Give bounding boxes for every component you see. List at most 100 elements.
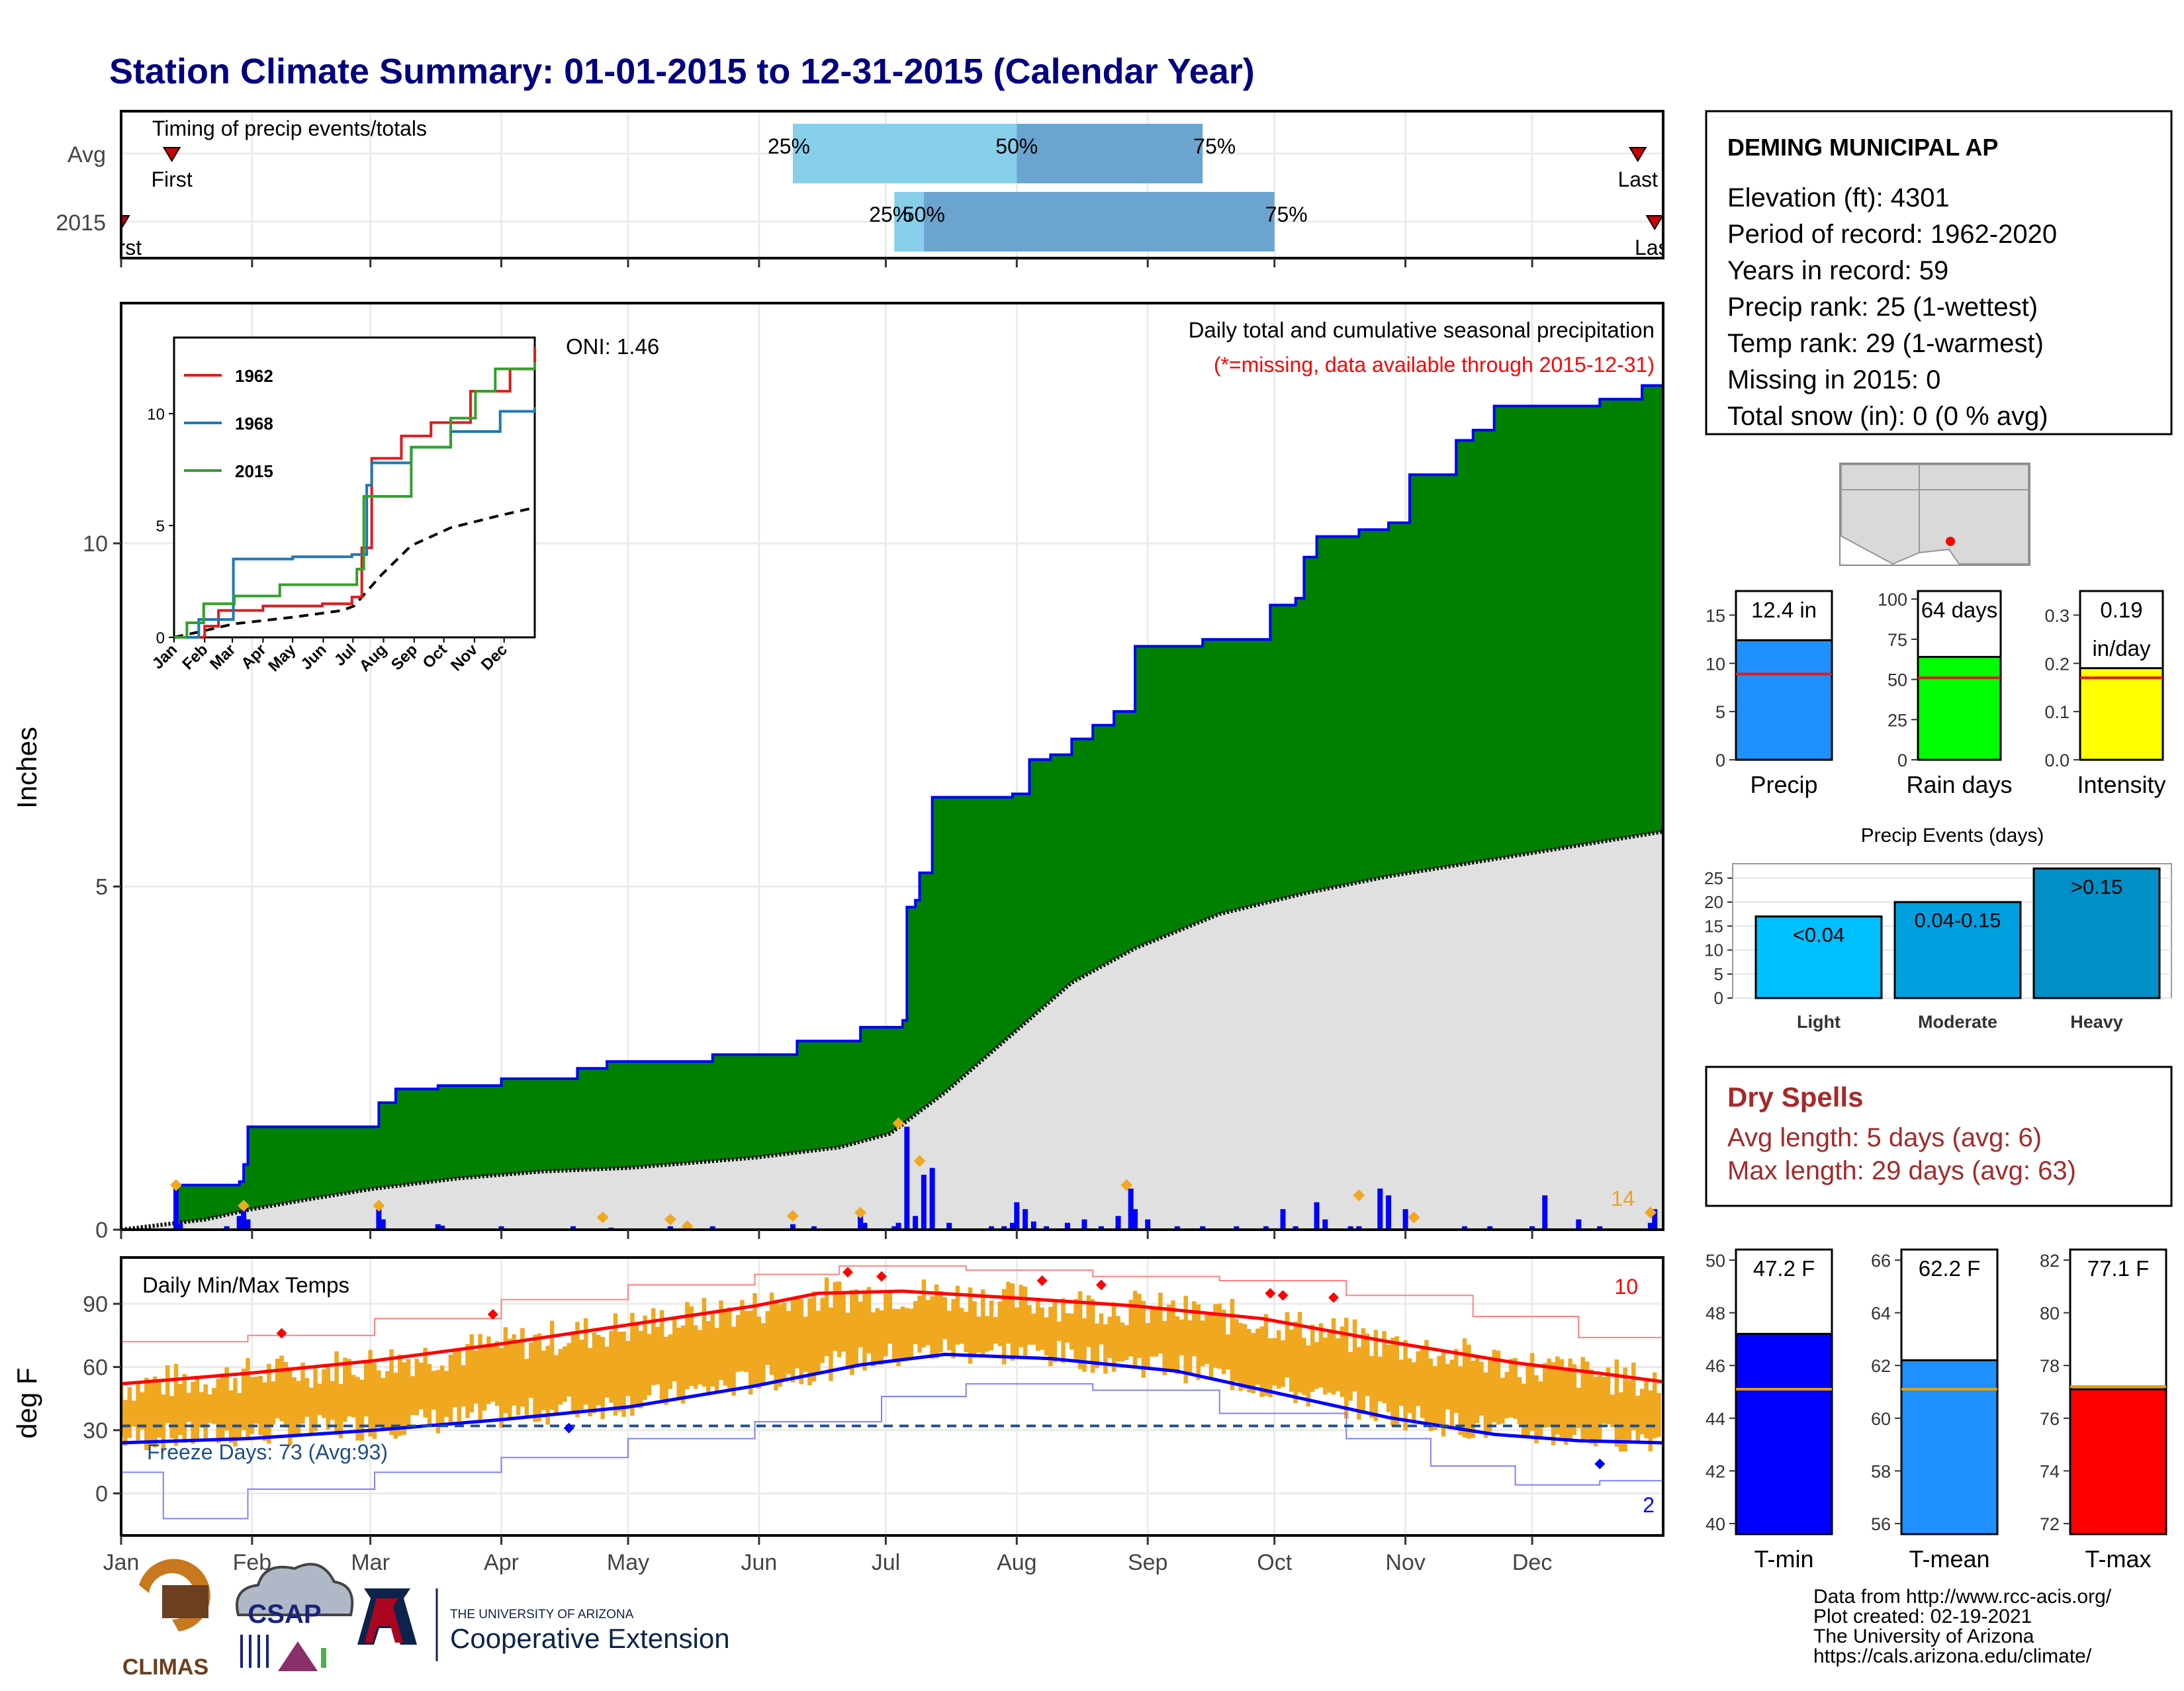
daily-temp-range-bars: [121, 1277, 1661, 1452]
events-bar-label-moderate: 0.04-0.15: [1915, 909, 2001, 932]
summary-t-max-y-tick-label: 76: [2040, 1409, 2060, 1429]
summary-t-mean-category-label: T-mean: [1909, 1545, 1989, 1573]
summary-t-mean-y-tick-label: 60: [1871, 1409, 1891, 1429]
daily-precip-bar: [913, 1216, 919, 1230]
record-min-line: [121, 1383, 1663, 1520]
climas-logo: CLIMAS: [122, 1559, 210, 1680]
inset-legend-label-2015: 2015: [235, 461, 273, 481]
daily-precip-bar: [858, 1216, 864, 1230]
precip-max-marker: [854, 1207, 867, 1219]
summary-t-min-y-tick-label: 46: [1706, 1356, 1725, 1376]
dry-spells-title: Dry Spells: [1727, 1081, 1863, 1113]
daily-precip-bar: [904, 1126, 910, 1230]
precip-y-label: Inches: [11, 727, 42, 809]
precip-max-marker: [681, 1220, 694, 1230]
events-title: Precip Events (days): [1861, 825, 2044, 846]
daily-precip-bar: [946, 1222, 952, 1230]
credits: Data from http://www.rcc-acis.org/ Plot …: [1813, 1586, 2112, 1667]
daily-precip-bar: [1402, 1209, 1408, 1230]
summary-t-mean-y-tick-label: 58: [1871, 1461, 1891, 1481]
summary-t-mean-y-tick-label: 66: [1871, 1251, 1891, 1271]
summary-t-max-category-label: T-max: [2085, 1545, 2151, 1573]
daily-precip-bar: [245, 1219, 251, 1230]
month-label-mar: Mar: [351, 1550, 390, 1575]
summary-t-max-y-tick-label: 74: [2040, 1461, 2060, 1481]
timing-row-avg: Avg: [68, 142, 106, 167]
summary-t-max-bar: [2069, 1388, 2167, 1535]
map-border: [1841, 535, 2028, 565]
station-box: [1705, 110, 2173, 435]
events-bar-heavy: [2032, 867, 2161, 999]
month-label-apr: Apr: [484, 1550, 519, 1575]
record-low-marker: [563, 1422, 574, 1434]
daily-precip-bar: [1030, 1221, 1036, 1230]
station-line-7: Total snow (in): 0 (0 % avg): [1727, 402, 2048, 431]
daily-precip-bar: [862, 1222, 868, 1230]
precip-x-ticks: [120, 1230, 1533, 1239]
events-bar-label-heavy: >0.15: [2071, 875, 2122, 898]
daily-precip-bar: [498, 1226, 504, 1230]
summary-t-mean-value-label: 62.2 F: [1919, 1256, 1981, 1281]
timing-2015-bar-25-50: [894, 192, 924, 251]
daily-precip-bar: [1128, 1188, 1134, 1230]
summary-rain-days-y-tick-label: 25: [1888, 710, 1907, 730]
events-y-tick-label: 25: [1704, 868, 1723, 888]
summary-t-min-y-tick-label: 50: [1706, 1251, 1725, 1271]
month-label-jan: Jan: [103, 1550, 140, 1575]
average-cumulative-line: [121, 829, 1663, 1230]
daily-precip-bar: [1461, 1226, 1467, 1230]
daily-precip-bar: [1597, 1226, 1603, 1230]
summary-precip-y-tick-label: 0: [1715, 751, 1725, 770]
precip-marks: [121, 384, 1663, 1230]
record-high-marker: [1328, 1292, 1340, 1303]
locator-map: [1839, 463, 2030, 566]
daily-precip-bar: [1145, 1219, 1151, 1230]
station-line-1: Elevation (ft): 4301: [1727, 183, 1950, 212]
temp-y-axis: 0 30 60 90: [83, 1292, 121, 1506]
precip-max-marker: [1408, 1211, 1420, 1224]
inset-marks: [173, 346, 536, 639]
summary-t-mean-y-tick-label: 62: [1871, 1356, 1891, 1376]
precip-y-tick-label: 5: [95, 874, 108, 899]
inset-y-tick-label: 0: [156, 629, 165, 647]
summary-intensity-y-tick-label: 0.2: [2044, 654, 2070, 674]
summary-t-max-y-tick-label: 80: [2040, 1304, 2060, 1324]
summary-intensity-value-label: in/day: [2092, 636, 2151, 661]
daily-precip-bar: [1529, 1226, 1535, 1230]
daily-precip-bar: [709, 1226, 715, 1230]
daily-precip-bar: [1009, 1222, 1015, 1230]
daily-precip-bar: [1014, 1202, 1020, 1230]
daily-precip-bar: [1487, 1226, 1493, 1230]
events-bar-label-light: <0.04: [1793, 923, 1844, 946]
daily-precip-bar: [236, 1216, 242, 1230]
events-bar-light: [1754, 915, 1883, 999]
cumulative-2015-line: [121, 384, 1663, 1230]
timing-2015-last-label: Last: [1635, 236, 1675, 259]
daily-precip-bar: [177, 1222, 183, 1230]
precip-max-marker: [596, 1211, 609, 1224]
inset-legend-label-1968: 1968: [235, 414, 273, 434]
summary-rain-days-y-tick-label: 0: [1897, 751, 1907, 770]
timing-2015-last-marker: [1645, 215, 1663, 230]
summary-intensity-y-tick-label: 0.1: [2044, 702, 2070, 722]
record-high-marker: [1265, 1288, 1276, 1299]
daily-precip-bar: [1023, 1209, 1028, 1230]
temp-summary-bars: 40 42 44 46 48 50 47.2 F T-min 56 58 60 62 64 66 62.2 …: [1706, 1248, 2167, 1573]
timing-avg-label-50: 50%: [995, 134, 1038, 158]
summary-intensity-value-label: 0.19: [2100, 598, 2142, 622]
summary-intensity-bar: [2079, 667, 2164, 761]
daily-precip-bar: [1115, 1216, 1121, 1230]
timing-2015-label-25: 25%: [869, 203, 911, 226]
daily-precip-bar: [929, 1167, 935, 1230]
daily-precip-bar: [570, 1226, 576, 1230]
daily-precip-bar: [1263, 1226, 1269, 1230]
precip-subtitle: (*=missing, data available through 2015-…: [1214, 353, 1655, 377]
station-line-2: Period of record: 1962-2020: [1727, 220, 2057, 249]
average-min-line: [121, 1352, 1663, 1445]
summary-t-mean-y-tick-label: 64: [1871, 1304, 1891, 1324]
month-label-jul: Jul: [872, 1550, 900, 1575]
daily-precip-bar: [1064, 1222, 1070, 1230]
precip-max-marker: [373, 1199, 385, 1212]
daily-precip-bar: [173, 1185, 179, 1230]
daily-precip-bar: [1081, 1219, 1087, 1230]
